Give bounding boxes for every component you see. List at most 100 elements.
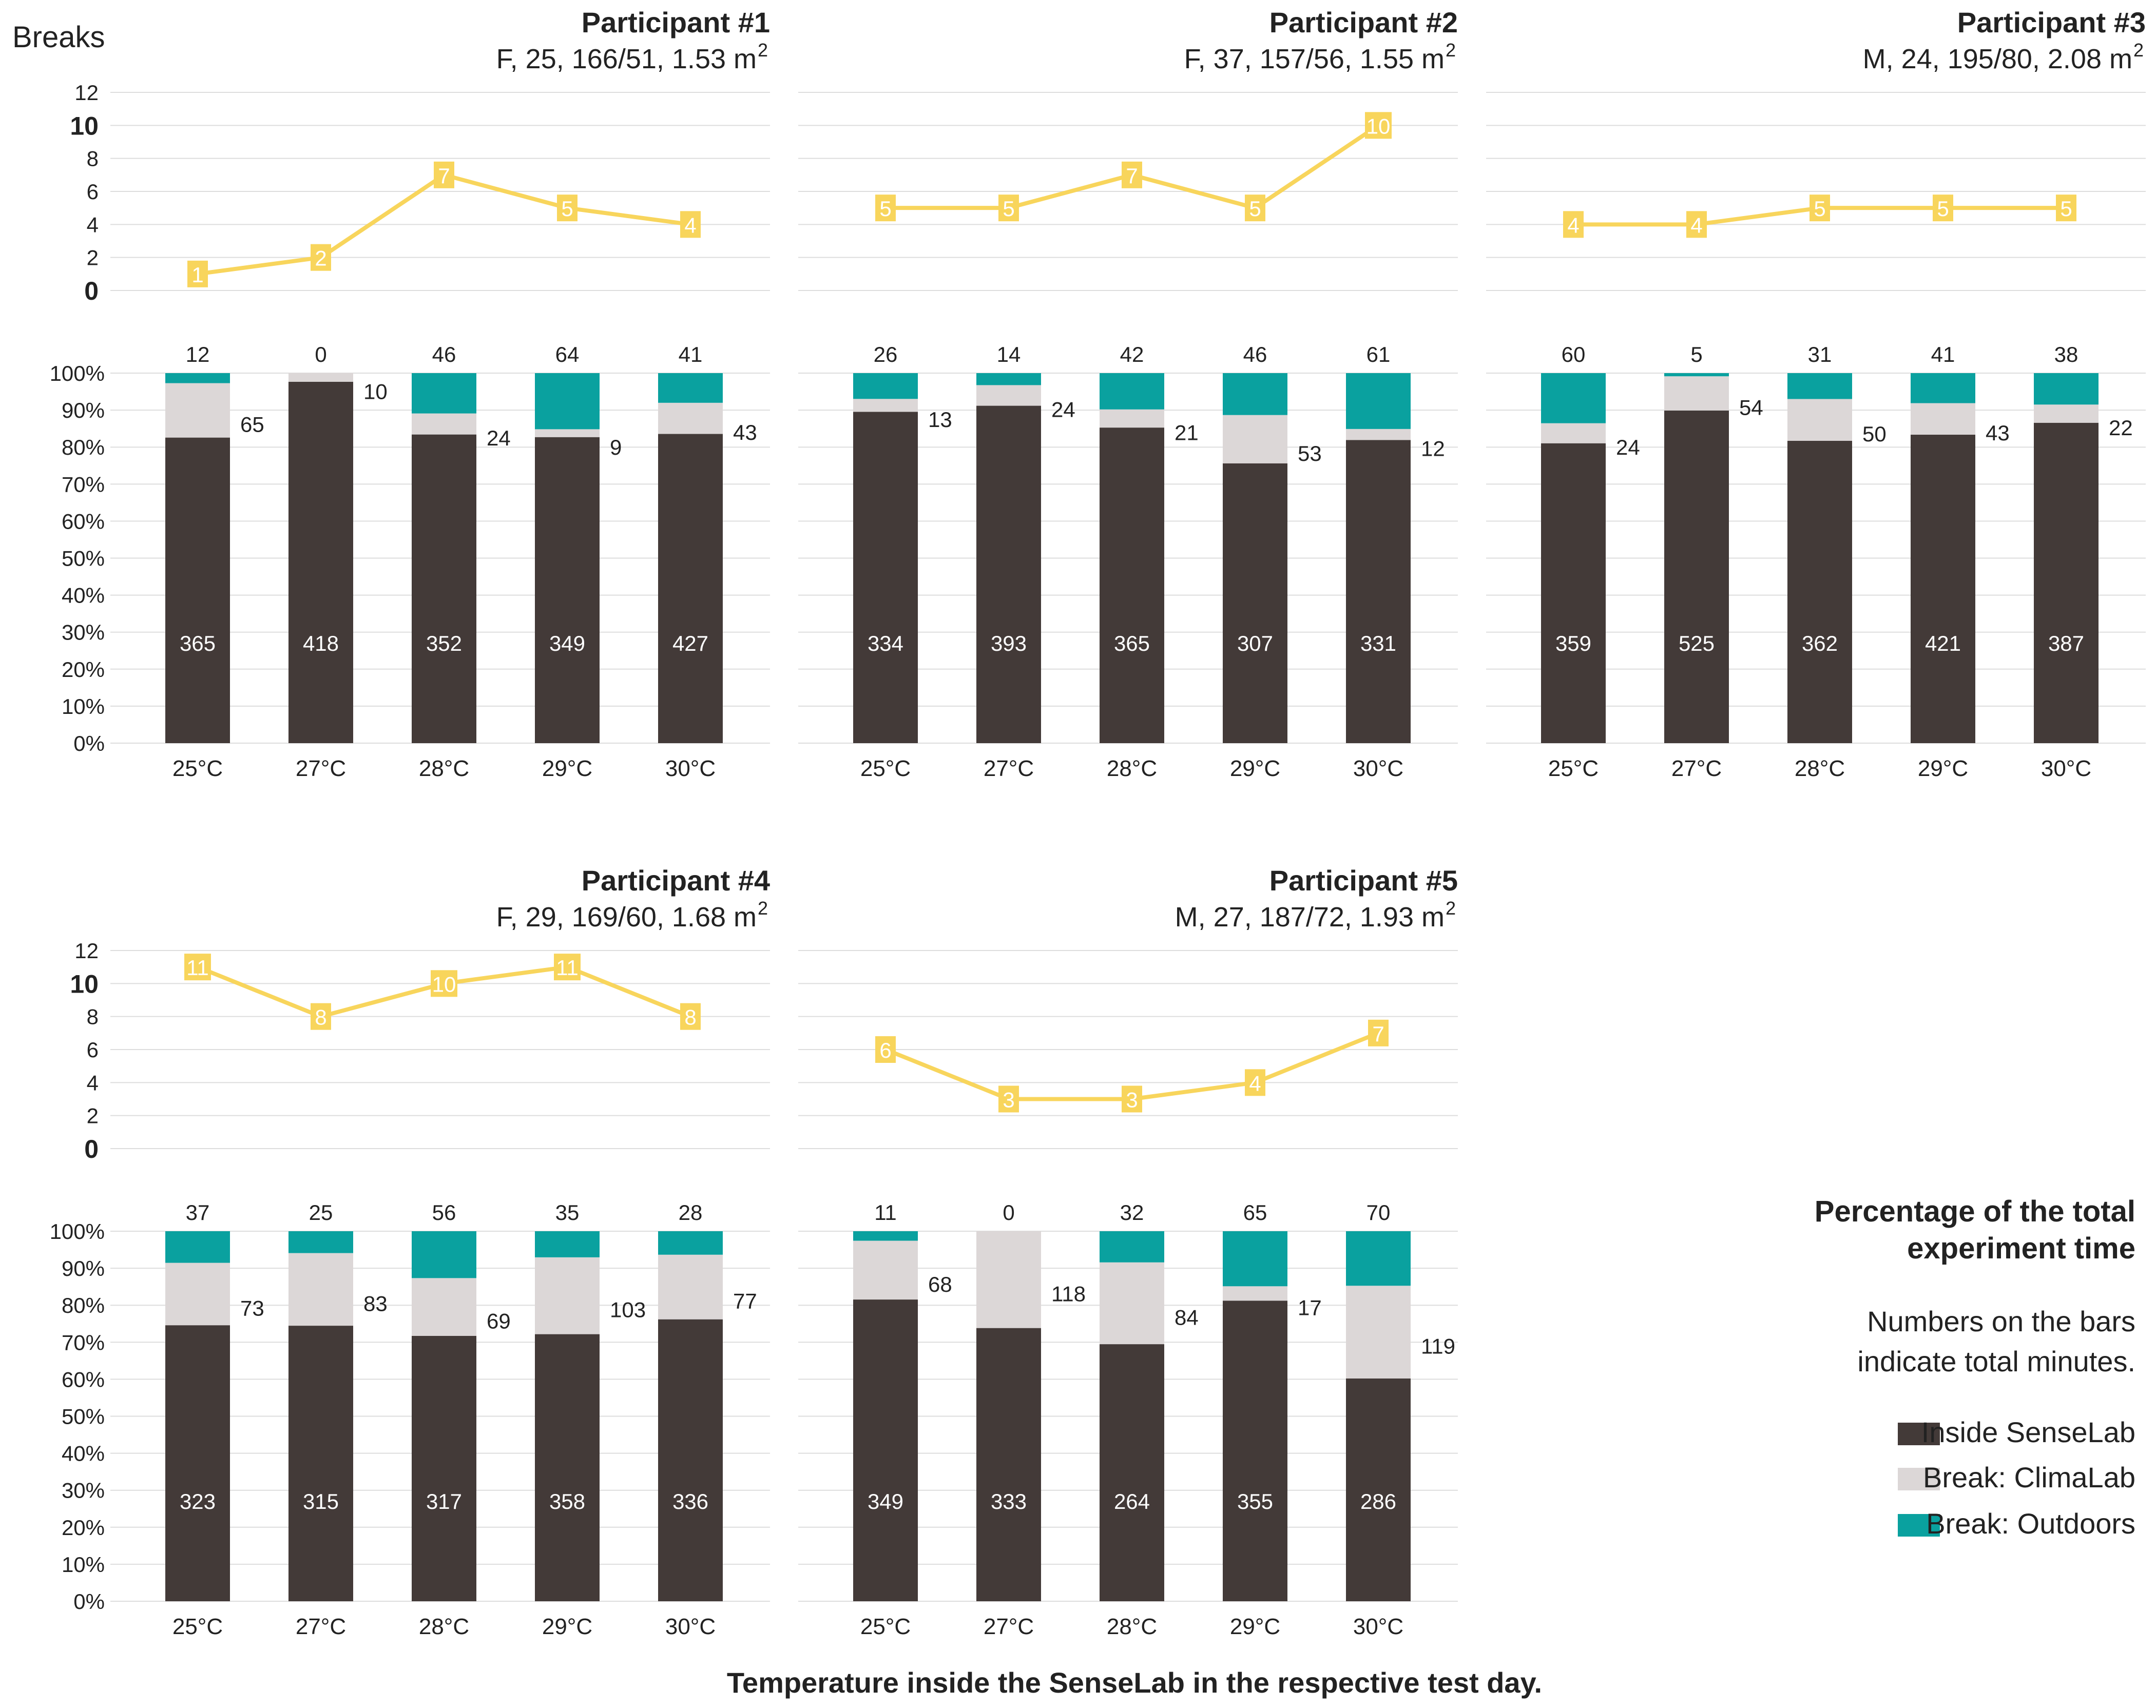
breaks-marker: [1122, 1085, 1142, 1113]
bar-label-climalab: 118: [1051, 1282, 1086, 1306]
bar-label-outdoors: 11: [874, 1200, 897, 1225]
breaks-value-label: 4: [1567, 213, 1579, 237]
bar-inside-senselab: [2034, 422, 2099, 743]
bar-break-climalab: [535, 429, 600, 437]
breaks-tick-label: 0: [84, 277, 99, 305]
pct-tick-label: 30%: [62, 620, 105, 645]
panel-subtitle: M, 24, 195/80, 2.08 m: [1863, 44, 2132, 74]
bar-break-outdoors: [535, 373, 600, 430]
bar-break-outdoors: [412, 1231, 476, 1278]
bar-inside-senselab: [165, 437, 230, 743]
breaks-tick-label: 8: [87, 147, 99, 171]
bar-label-climalab: 77: [733, 1289, 757, 1313]
pct-tick-label: 50%: [62, 1405, 105, 1429]
bar-label-inside: 352: [426, 631, 462, 655]
pct-tick-label: 0%: [73, 731, 105, 755]
pct-tick-label: 60%: [62, 1367, 105, 1391]
bar-label-outdoors: 0: [1003, 1200, 1014, 1225]
breaks-value-label: 11: [186, 956, 209, 980]
bar-label-climalab: 24: [1616, 435, 1640, 459]
bar-label-inside: 334: [868, 631, 903, 655]
category-label: 30°C: [665, 1614, 716, 1639]
category-label: 29°C: [542, 756, 592, 781]
bar-break-outdoors: [658, 1231, 723, 1255]
bar-inside-senselab: [853, 1299, 918, 1601]
bar-label-outdoors: 46: [432, 342, 456, 366]
pct-tick-label: 80%: [62, 1293, 105, 1317]
bar-inside-senselab: [535, 437, 600, 743]
bar-break-outdoors: [535, 1231, 600, 1257]
panel-subtitle: F, 37, 157/56, 1.55 m: [1184, 44, 1445, 74]
breaks-tick-label: 12: [74, 939, 99, 963]
bar-break-climalab: [165, 383, 230, 438]
bar-label-outdoors: 70: [1366, 1200, 1391, 1225]
bar-label-inside: 362: [1802, 631, 1838, 655]
bar-label-climalab: 84: [1175, 1305, 1199, 1329]
bar-break-outdoors: [1787, 373, 1852, 399]
category-label: 29°C: [1918, 756, 1968, 781]
bar-label-inside: 427: [672, 631, 708, 655]
breaks-marker: [2056, 195, 2076, 222]
bar-inside-senselab: [1223, 463, 1287, 743]
bar-label-climalab: 24: [487, 426, 511, 450]
pct-tick-label: 40%: [62, 1442, 105, 1466]
breaks-marker: [998, 195, 1019, 222]
bar-label-outdoors: 37: [186, 1200, 210, 1225]
legend-title-line2: experiment time: [1907, 1232, 2135, 1265]
breaks-value-label: 5: [1814, 197, 1825, 221]
breaks-value-label: 11: [556, 956, 579, 980]
pct-tick-label: 100%: [50, 361, 105, 385]
breaks-value-label: 5: [561, 197, 573, 221]
breaks-value-label: 7: [1126, 164, 1138, 188]
bar-label-outdoors: 14: [997, 342, 1021, 366]
legend-note-line2: indicate total minutes.: [1857, 1345, 2135, 1377]
bar-label-climalab: 73: [240, 1296, 264, 1320]
breaks-marker: [187, 260, 208, 287]
breaks-marker: [680, 211, 701, 238]
bar-label-outdoors: 38: [2054, 342, 2078, 366]
bar-label-climalab: 10: [363, 379, 388, 403]
bar-break-outdoors: [1223, 1231, 1287, 1287]
category-label: 29°C: [1230, 756, 1280, 781]
breaks-marker: [875, 195, 896, 222]
bar-inside-senselab: [853, 412, 918, 743]
bar-inside-senselab: [658, 434, 723, 743]
pct-tick-label: 20%: [62, 657, 105, 682]
legend-swatch-inside: [1898, 1423, 1940, 1445]
panel-subtitle-superscript: 2: [1446, 898, 1456, 919]
bar-label-outdoors: 56: [432, 1200, 456, 1225]
bar-label-climalab: 83: [363, 1291, 388, 1315]
pct-tick-label: 60%: [62, 509, 105, 533]
bar-break-climalab: [1911, 403, 1975, 435]
breaks-tick-label: 4: [87, 212, 99, 237]
breaks-marker: [184, 954, 211, 981]
bar-label-inside: 323: [180, 1489, 216, 1513]
breaks-value-label: 10: [432, 972, 456, 996]
bar-break-climalab: [853, 399, 918, 412]
bar-label-outdoors: 12: [186, 342, 210, 366]
bar-break-outdoors: [2034, 373, 2099, 405]
bar-inside-senselab: [1664, 410, 1729, 743]
breaks-axis-label: Breaks: [12, 21, 105, 54]
breaks-marker: [1245, 195, 1265, 222]
panel-subtitle-superscript: 2: [1446, 40, 1456, 61]
breaks-marker: [1122, 161, 1142, 188]
bar-break-climalab: [853, 1240, 918, 1300]
bar-label-climalab: 53: [1298, 441, 1322, 465]
breaks-marker: [680, 1003, 701, 1030]
bar-break-outdoors: [288, 1231, 353, 1253]
bar-inside-senselab: [412, 1335, 476, 1601]
panel-title: Participant #4: [582, 864, 770, 897]
bar-inside-senselab: [1346, 1378, 1411, 1601]
panel-subtitle: F, 29, 169/60, 1.68 m: [496, 902, 757, 933]
bar-inside-senselab: [658, 1319, 723, 1601]
category-label: 25°C: [1548, 756, 1599, 781]
bar-label-climalab: 24: [1051, 397, 1075, 421]
breaks-tick-label: 0: [84, 1135, 99, 1163]
breaks-value-label: 5: [879, 197, 891, 221]
bar-inside-senselab: [1346, 440, 1411, 743]
breaks-marker: [998, 1085, 1019, 1113]
bar-break-climalab: [412, 1278, 476, 1336]
